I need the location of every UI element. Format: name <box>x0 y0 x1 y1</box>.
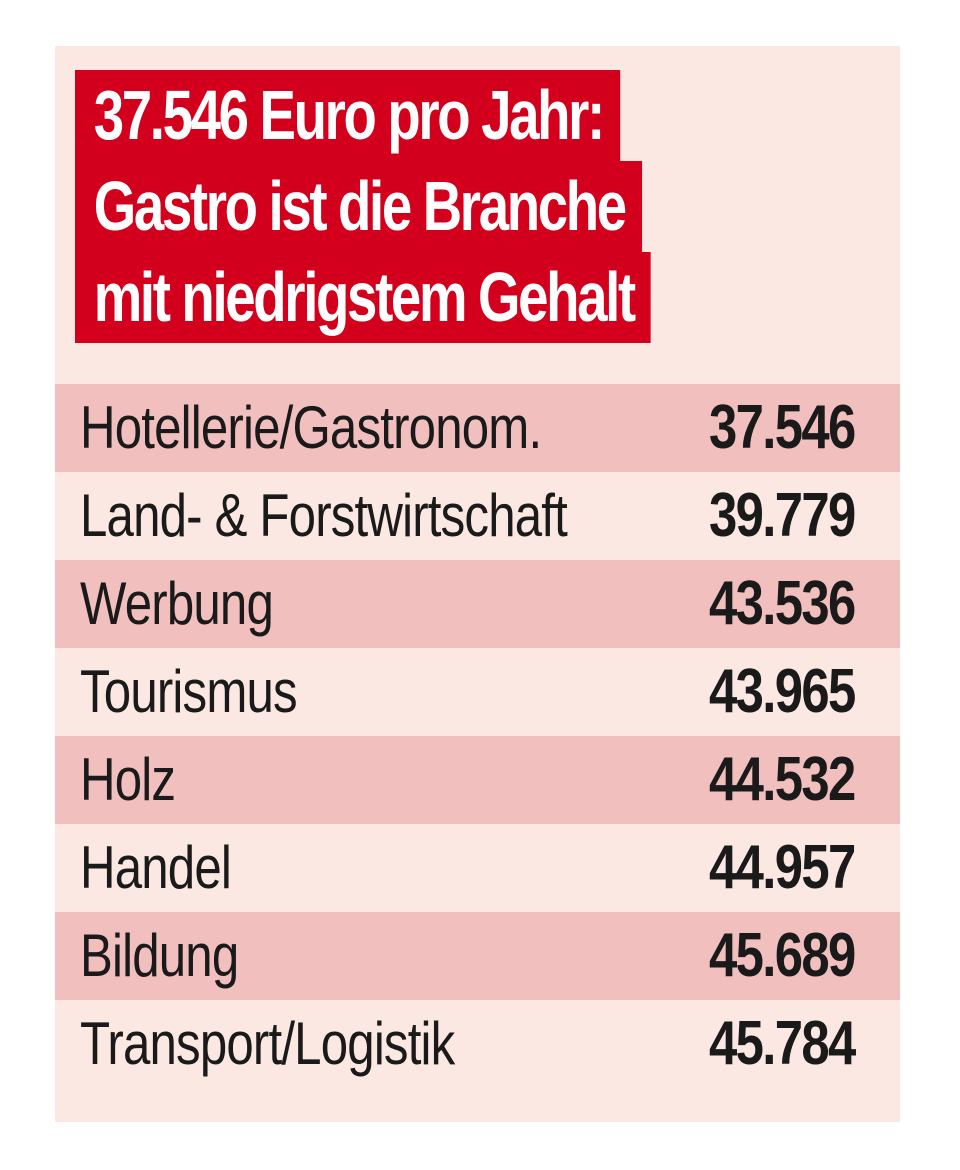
table-row: Handel 44.957 <box>55 824 900 912</box>
table-row: Land- & Forstwirtschaft 39.779 <box>55 472 900 560</box>
row-label: Land- & Forstwirtschaft <box>80 482 568 549</box>
row-label: Hotellerie/Gastronom. <box>80 394 542 461</box>
row-label: Handel <box>80 834 232 901</box>
table-row: Tourismus 43.965 <box>55 648 900 736</box>
table-row: Werbung 43.536 <box>55 560 900 648</box>
row-value: 43.965 <box>709 657 856 726</box>
headline-line-1: 37.546 Euro pro Jahr: <box>75 70 621 161</box>
row-value: 44.532 <box>709 745 856 814</box>
row-value: 45.689 <box>709 921 856 990</box>
table-row: Bildung 45.689 <box>55 912 900 1000</box>
table-row: Hotellerie/Gastronom. 37.546 <box>55 384 900 472</box>
headline: 37.546 Euro pro Jahr: Gastro ist die Bra… <box>75 70 813 343</box>
row-label: Werbung <box>80 570 274 637</box>
row-value: 43.536 <box>709 569 856 638</box>
row-label: Holz <box>80 746 176 813</box>
row-value: 44.957 <box>709 833 856 902</box>
salary-table: Hotellerie/Gastronom. 37.546 Land- & Forst… <box>55 384 900 1088</box>
row-label: Tourismus <box>80 658 298 725</box>
row-label: Transport/Logistik <box>80 1010 455 1077</box>
table-row: Transport/Logistik 45.784 <box>55 1000 900 1088</box>
infographic-card: 37.546 Euro pro Jahr: Gastro ist die Bra… <box>55 46 900 1122</box>
row-value: 45.784 <box>709 1009 856 1078</box>
headline-line-2: Gastro ist die Branche <box>75 161 642 252</box>
row-label: Bildung <box>80 922 239 989</box>
table-row: Holz 44.532 <box>55 736 900 824</box>
headline-line-3: mit niedrigstem Gehalt <box>75 252 652 343</box>
row-value: 39.779 <box>709 481 856 550</box>
row-value: 37.546 <box>709 393 856 462</box>
